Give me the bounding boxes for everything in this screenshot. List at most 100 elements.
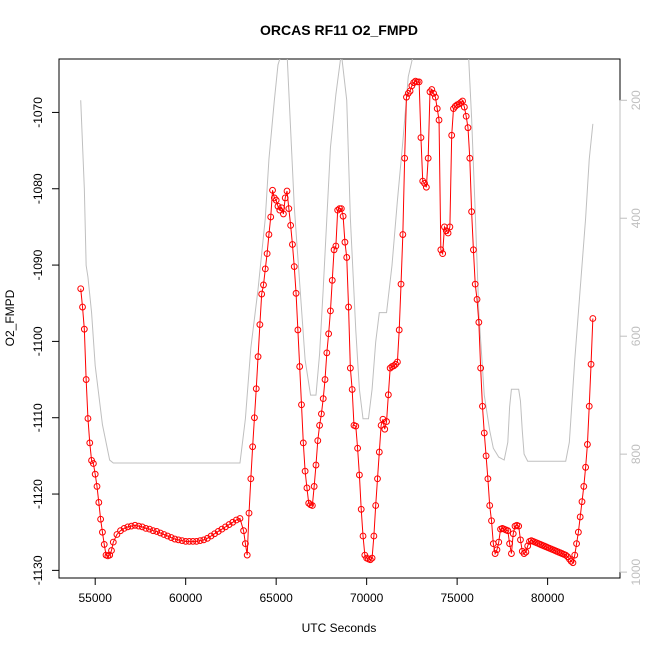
y-tick-label: -1120 [31,479,45,509]
data-point [432,93,439,101]
data-point [314,437,322,445]
data-point [480,429,488,437]
data-point [79,303,86,311]
data-point [337,205,345,212]
data-point [567,557,575,565]
data-point [384,391,392,399]
data-point [240,527,247,535]
data-point [509,530,517,538]
data-point [278,204,285,212]
primary-series-layer [77,77,597,567]
y-tick-label: -1070 [31,97,45,128]
data-point [386,364,394,372]
data-point [229,518,237,526]
data-point [319,395,327,403]
data-point [156,529,164,537]
data-point [135,522,143,530]
data-point [321,376,329,383]
data-point [394,358,401,366]
x-axis: 55000 60000 65000 70000 75000 80000 [79,577,565,605]
secondary-tick-label: 600 [629,326,643,346]
data-point [515,522,523,530]
data-point [138,523,146,531]
data-point [451,102,459,110]
data-point [232,516,240,524]
data-point [508,550,515,557]
data-point [390,362,398,370]
data-point [91,470,99,478]
data-point [218,525,226,533]
data-point [397,280,405,288]
data-point [401,154,409,162]
data-point [462,112,470,120]
data-point [211,530,219,538]
data-point [251,414,258,422]
data-point [569,559,577,567]
secondary-y-axis: 200 400 600 800 1000 [619,90,643,585]
data-point [117,527,124,535]
data-point [325,330,333,338]
data-point [464,124,472,132]
data-point [491,550,499,557]
data-point [243,551,251,559]
data-point [468,208,476,216]
data-point [439,250,447,258]
data-point [571,551,579,559]
data-point [448,131,456,139]
data-point [345,303,352,311]
data-point [488,517,495,525]
data-point [249,443,257,451]
data-point [323,349,331,357]
data-point [149,527,157,535]
secondary-tick-label: 400 [629,208,643,228]
data-point [146,525,153,533]
data-point [93,483,101,490]
data-point [587,360,595,368]
data-point [334,206,342,214]
data-point [301,467,309,475]
data-point [336,205,343,212]
data-point [486,502,494,509]
data-point [473,296,481,303]
secondary-series-layer [80,59,594,464]
data-point [366,556,374,564]
data-point [308,502,316,509]
data-point [200,536,208,544]
data-point [203,534,211,542]
chart-title: ORCAS RF11 O2_FMPD [260,22,418,38]
data-point [207,532,215,540]
data-point [435,116,443,124]
data-point [422,183,430,191]
data-point [573,540,580,548]
data-point [160,531,168,538]
plot-frame [58,58,621,579]
data-point [421,180,428,187]
data-point [310,483,318,490]
data-point [316,421,323,429]
data-point [374,475,381,483]
y-axis: -1130 -1120 -1110 -1100 -1090 -1080 -1070 [31,97,60,585]
data-point [196,537,204,545]
data-point [424,154,432,162]
data-point [585,402,593,410]
x-tick-label: 80000 [531,591,565,605]
data-point [470,246,477,254]
data-point [520,550,528,557]
data-point [267,213,275,221]
data-point [167,534,175,541]
data-point [446,223,454,231]
data-point [377,421,385,429]
data-point [258,290,266,298]
data-point [354,444,361,452]
data-point [287,221,295,229]
secondary-tick-label: 800 [629,444,643,464]
data-point [214,528,222,535]
data-point [153,528,161,535]
data-point [383,418,390,425]
data-point [298,401,305,409]
data-point [522,548,530,556]
data-point [185,537,193,545]
x-tick-label: 65000 [259,591,293,605]
data-point [84,415,92,422]
data-point [97,515,105,523]
